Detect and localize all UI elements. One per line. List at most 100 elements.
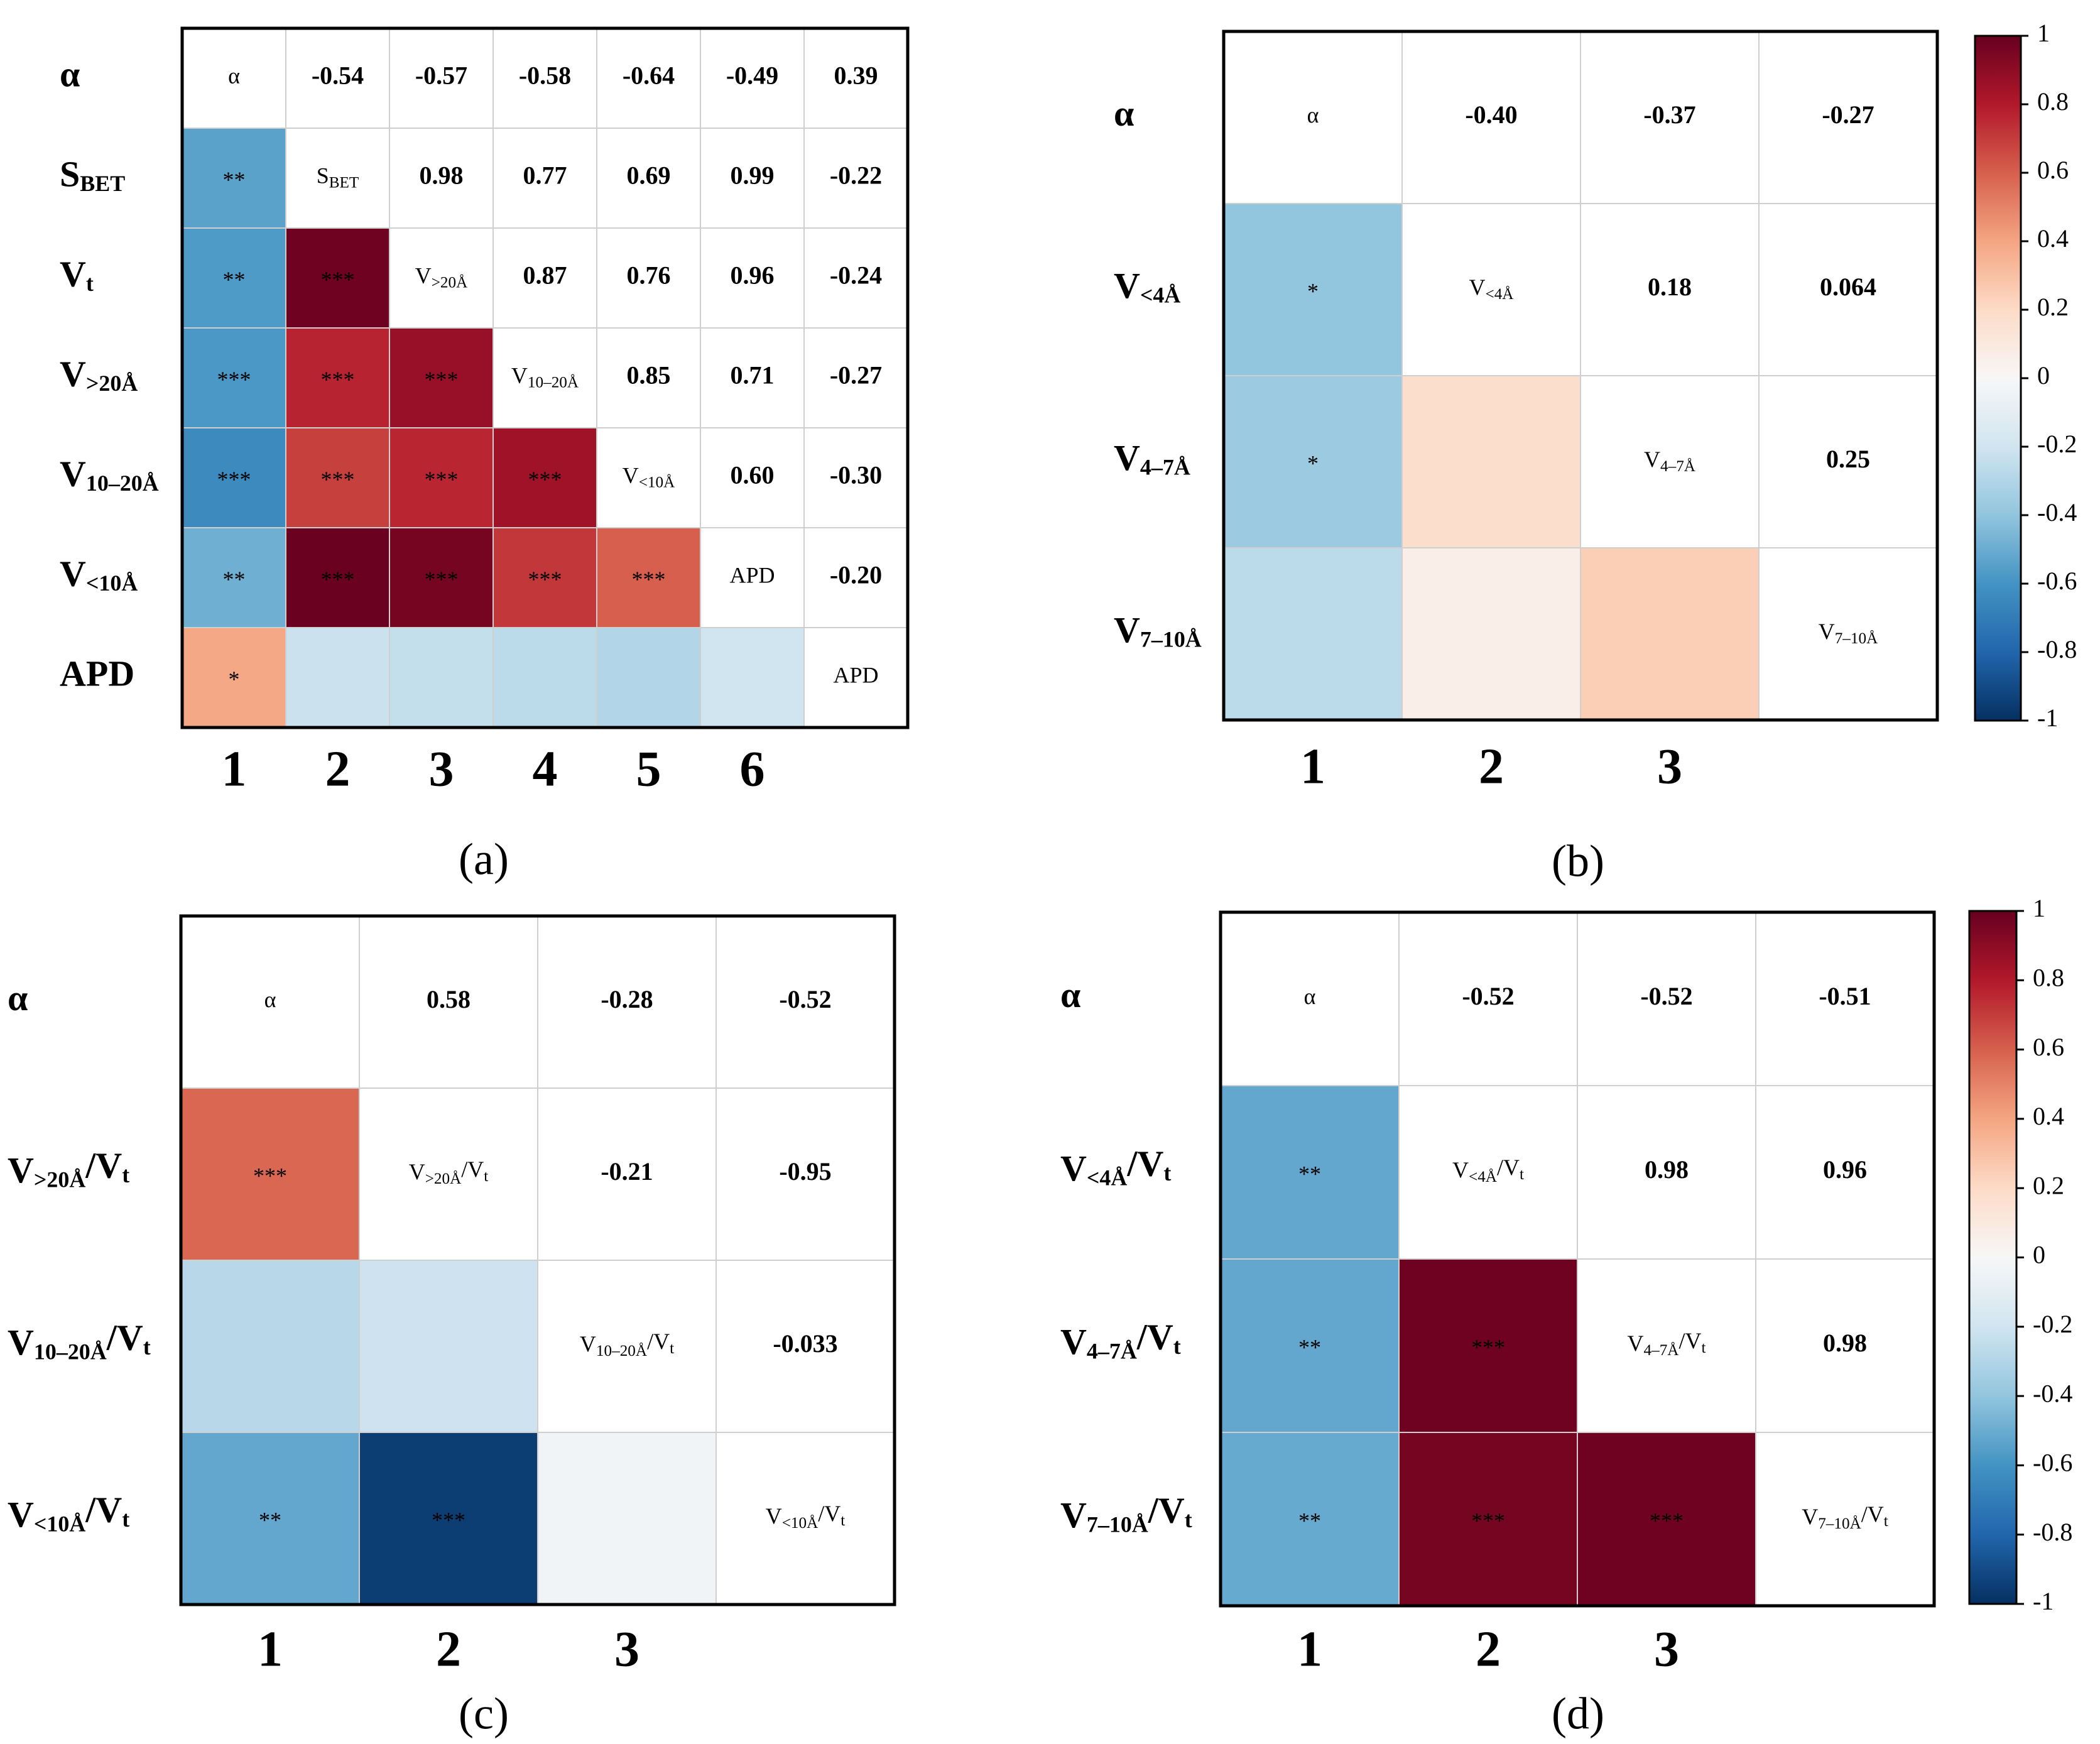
significance-stars: * bbox=[229, 667, 240, 692]
blank-cell bbox=[715, 915, 895, 1089]
column-index-label: 4 bbox=[533, 741, 558, 797]
row-label: V10–20Å bbox=[60, 454, 159, 496]
diagonal-label: V<4Å/Vt bbox=[1452, 1155, 1524, 1185]
significance-stars: ** bbox=[223, 167, 246, 192]
significance-stars: ** bbox=[1298, 1508, 1321, 1533]
panel-label: (d) bbox=[1552, 1689, 1604, 1739]
blank-cell bbox=[1755, 1432, 1935, 1606]
diagonal-label: α bbox=[1307, 102, 1319, 128]
correlation-value: 0.98 bbox=[1823, 1329, 1867, 1357]
heat-cell bbox=[537, 1432, 717, 1605]
blank-cell bbox=[700, 128, 805, 229]
significance-stars: *** bbox=[321, 467, 355, 492]
significance-stars: *** bbox=[1650, 1508, 1684, 1533]
heat-cell bbox=[1220, 1258, 1400, 1433]
column-index-label: 3 bbox=[429, 741, 454, 797]
blank-cell bbox=[596, 28, 701, 129]
blank-cell bbox=[492, 227, 597, 329]
correlation-value: 0.064 bbox=[1820, 273, 1876, 301]
row-label: V>20Å bbox=[60, 354, 138, 396]
significance-stars: ** bbox=[1298, 1334, 1321, 1360]
colorbar-tick-label: 0 bbox=[2037, 361, 2050, 390]
heat-cell bbox=[1223, 547, 1403, 721]
diagonal-label: V10–20Å/Vt bbox=[580, 1329, 674, 1359]
colorbar-tick-label: -0.2 bbox=[2037, 430, 2077, 458]
colorbar-tick-label: -1 bbox=[2033, 1587, 2054, 1615]
blank-cell bbox=[285, 28, 390, 129]
significance-stars: * bbox=[1307, 278, 1319, 303]
row-label: V<4Å/Vt bbox=[1060, 1143, 1171, 1191]
blank-cell bbox=[1577, 1258, 1756, 1433]
heatmap-frame bbox=[1219, 910, 1936, 1608]
correlation-value: -0.49 bbox=[726, 62, 778, 90]
correlation-value: -0.52 bbox=[779, 985, 831, 1013]
column-index-label: 2 bbox=[1476, 1621, 1501, 1677]
row-label: V<4Å bbox=[1114, 265, 1180, 308]
column-index-label: 1 bbox=[222, 741, 247, 797]
colorbar-tick-label: -0.8 bbox=[2037, 635, 2077, 663]
blank-cell bbox=[803, 427, 908, 528]
correlation-value: -0.21 bbox=[601, 1157, 653, 1185]
correlation-value: -0.52 bbox=[1640, 982, 1692, 1010]
correlation-value: -0.30 bbox=[830, 461, 882, 489]
heat-cell bbox=[359, 1432, 538, 1605]
diagonal-label: α bbox=[228, 63, 240, 89]
diagonal-label: V<10Å bbox=[623, 463, 675, 491]
correlation-value: 0.85 bbox=[627, 361, 671, 390]
significance-stars: ** bbox=[223, 267, 246, 292]
heatmap-panel-b: -0.40 -0.37 -0.27 * 0.18 0.064 * 0.25 1 2 3 (b) bbox=[1222, 30, 1939, 886]
correlation-value: -0.20 bbox=[830, 561, 882, 589]
blank-cell bbox=[700, 327, 805, 428]
row-label: α bbox=[1114, 93, 1134, 134]
row-label: V<10Å bbox=[60, 553, 138, 596]
correlation-value: 0.96 bbox=[1823, 1155, 1867, 1184]
colorbar-tick-label: 0.6 bbox=[2037, 156, 2069, 184]
correlation-value: 0.25 bbox=[1826, 445, 1870, 473]
colorbar-tick-label: 1 bbox=[2037, 19, 2050, 47]
correlation-value: -0.95 bbox=[779, 1157, 831, 1185]
significance-stars: *** bbox=[253, 1163, 287, 1188]
row-label: Vt bbox=[60, 254, 94, 297]
column-index-label: 1 bbox=[1300, 739, 1325, 794]
significance-stars: ** bbox=[1298, 1161, 1321, 1186]
colorbar-tick-label: -1 bbox=[2037, 704, 2058, 732]
heat-cell bbox=[182, 327, 286, 428]
blank-cell bbox=[389, 227, 494, 329]
significance-stars: *** bbox=[1471, 1508, 1505, 1533]
blank-cell bbox=[182, 28, 286, 129]
panel-label: (b) bbox=[1552, 836, 1604, 886]
row-label: α bbox=[1060, 974, 1080, 1015]
correlation-value: -0.27 bbox=[830, 361, 882, 390]
blank-cell bbox=[537, 1087, 717, 1261]
blank-cell bbox=[596, 128, 701, 229]
row-label: V7–10Å bbox=[1114, 609, 1202, 652]
blank-cell bbox=[715, 1260, 895, 1433]
blank-cell bbox=[1758, 31, 1938, 204]
blank-cell bbox=[803, 527, 908, 628]
heat-cell bbox=[1580, 547, 1760, 721]
blank-cell bbox=[389, 128, 494, 229]
correlation-value: -0.51 bbox=[1819, 982, 1871, 1010]
diagonal-label: V10–20Å bbox=[511, 363, 579, 391]
heat-cell bbox=[1577, 1432, 1756, 1606]
significance-stars: *** bbox=[217, 467, 251, 492]
correlation-value: -0.64 bbox=[623, 62, 675, 90]
heat-cell bbox=[1220, 1085, 1400, 1260]
heat-cell bbox=[389, 527, 494, 628]
diagonal-label: α bbox=[1304, 984, 1316, 1009]
heatmap-panel-c: 0.58 -0.28 -0.52*** -0.21 -0.95-0.033** ***1 2… bbox=[179, 914, 896, 1739]
blank-cell bbox=[1758, 375, 1938, 548]
correlation-value: 0.99 bbox=[731, 161, 775, 190]
diagonal-label: α bbox=[264, 987, 276, 1012]
heat-cell bbox=[182, 427, 286, 528]
correlation-value: 0.60 bbox=[731, 461, 775, 489]
blank-cell bbox=[1577, 1085, 1756, 1260]
significance-stars: *** bbox=[321, 267, 355, 292]
correlation-value: -0.37 bbox=[1643, 101, 1695, 129]
significance-stars: *** bbox=[632, 567, 666, 592]
correlation-value: 0.76 bbox=[627, 261, 671, 290]
blank-cell bbox=[715, 1432, 895, 1605]
heat-cell bbox=[1398, 1258, 1578, 1433]
blank-cell bbox=[1223, 31, 1403, 204]
